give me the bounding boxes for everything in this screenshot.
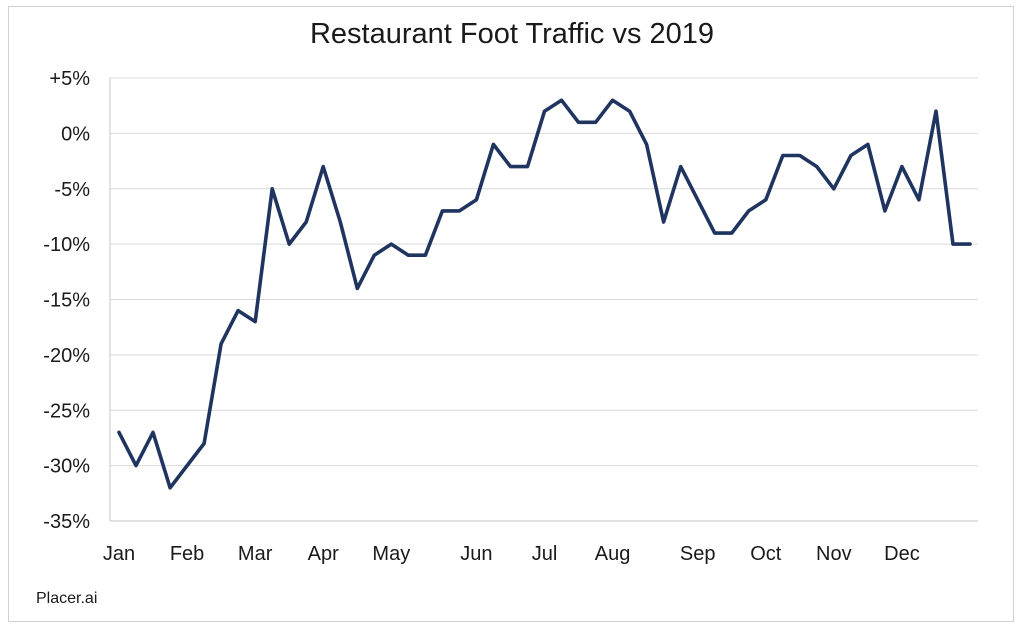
x-tick-label: Dec — [884, 543, 920, 565]
x-tick-label: Jul — [532, 543, 558, 565]
series-line — [117, 98, 972, 490]
source-label: Placer.ai — [36, 590, 98, 607]
y-tick-label: -30% — [43, 456, 90, 478]
x-tick-label: Feb — [170, 543, 204, 565]
x-tick-label: Nov — [816, 543, 852, 565]
y-tick-label: -5% — [54, 179, 90, 201]
y-tick-label: -20% — [43, 345, 90, 367]
x-tick-label: Mar — [238, 543, 273, 565]
x-tick-label: Jun — [460, 543, 492, 565]
x-tick-label: Sep — [680, 543, 716, 565]
x-tick-label: Aug — [595, 543, 631, 565]
x-tick-label: Jan — [103, 543, 135, 565]
y-tick-label: +5% — [49, 68, 90, 90]
x-tick-label: Apr — [308, 543, 339, 565]
chart-frame — [8, 6, 1014, 622]
y-tick-label: -15% — [43, 290, 90, 312]
x-tick-label: May — [372, 543, 410, 565]
x-tick-label: Oct — [750, 543, 782, 565]
y-tick-label: -25% — [43, 400, 90, 422]
y-tick-label: -35% — [43, 511, 90, 533]
y-tick-label: -10% — [43, 234, 90, 256]
chart-title: Restaurant Foot Traffic vs 2019 — [309, 18, 715, 50]
y-tick-label: 0% — [61, 123, 90, 145]
